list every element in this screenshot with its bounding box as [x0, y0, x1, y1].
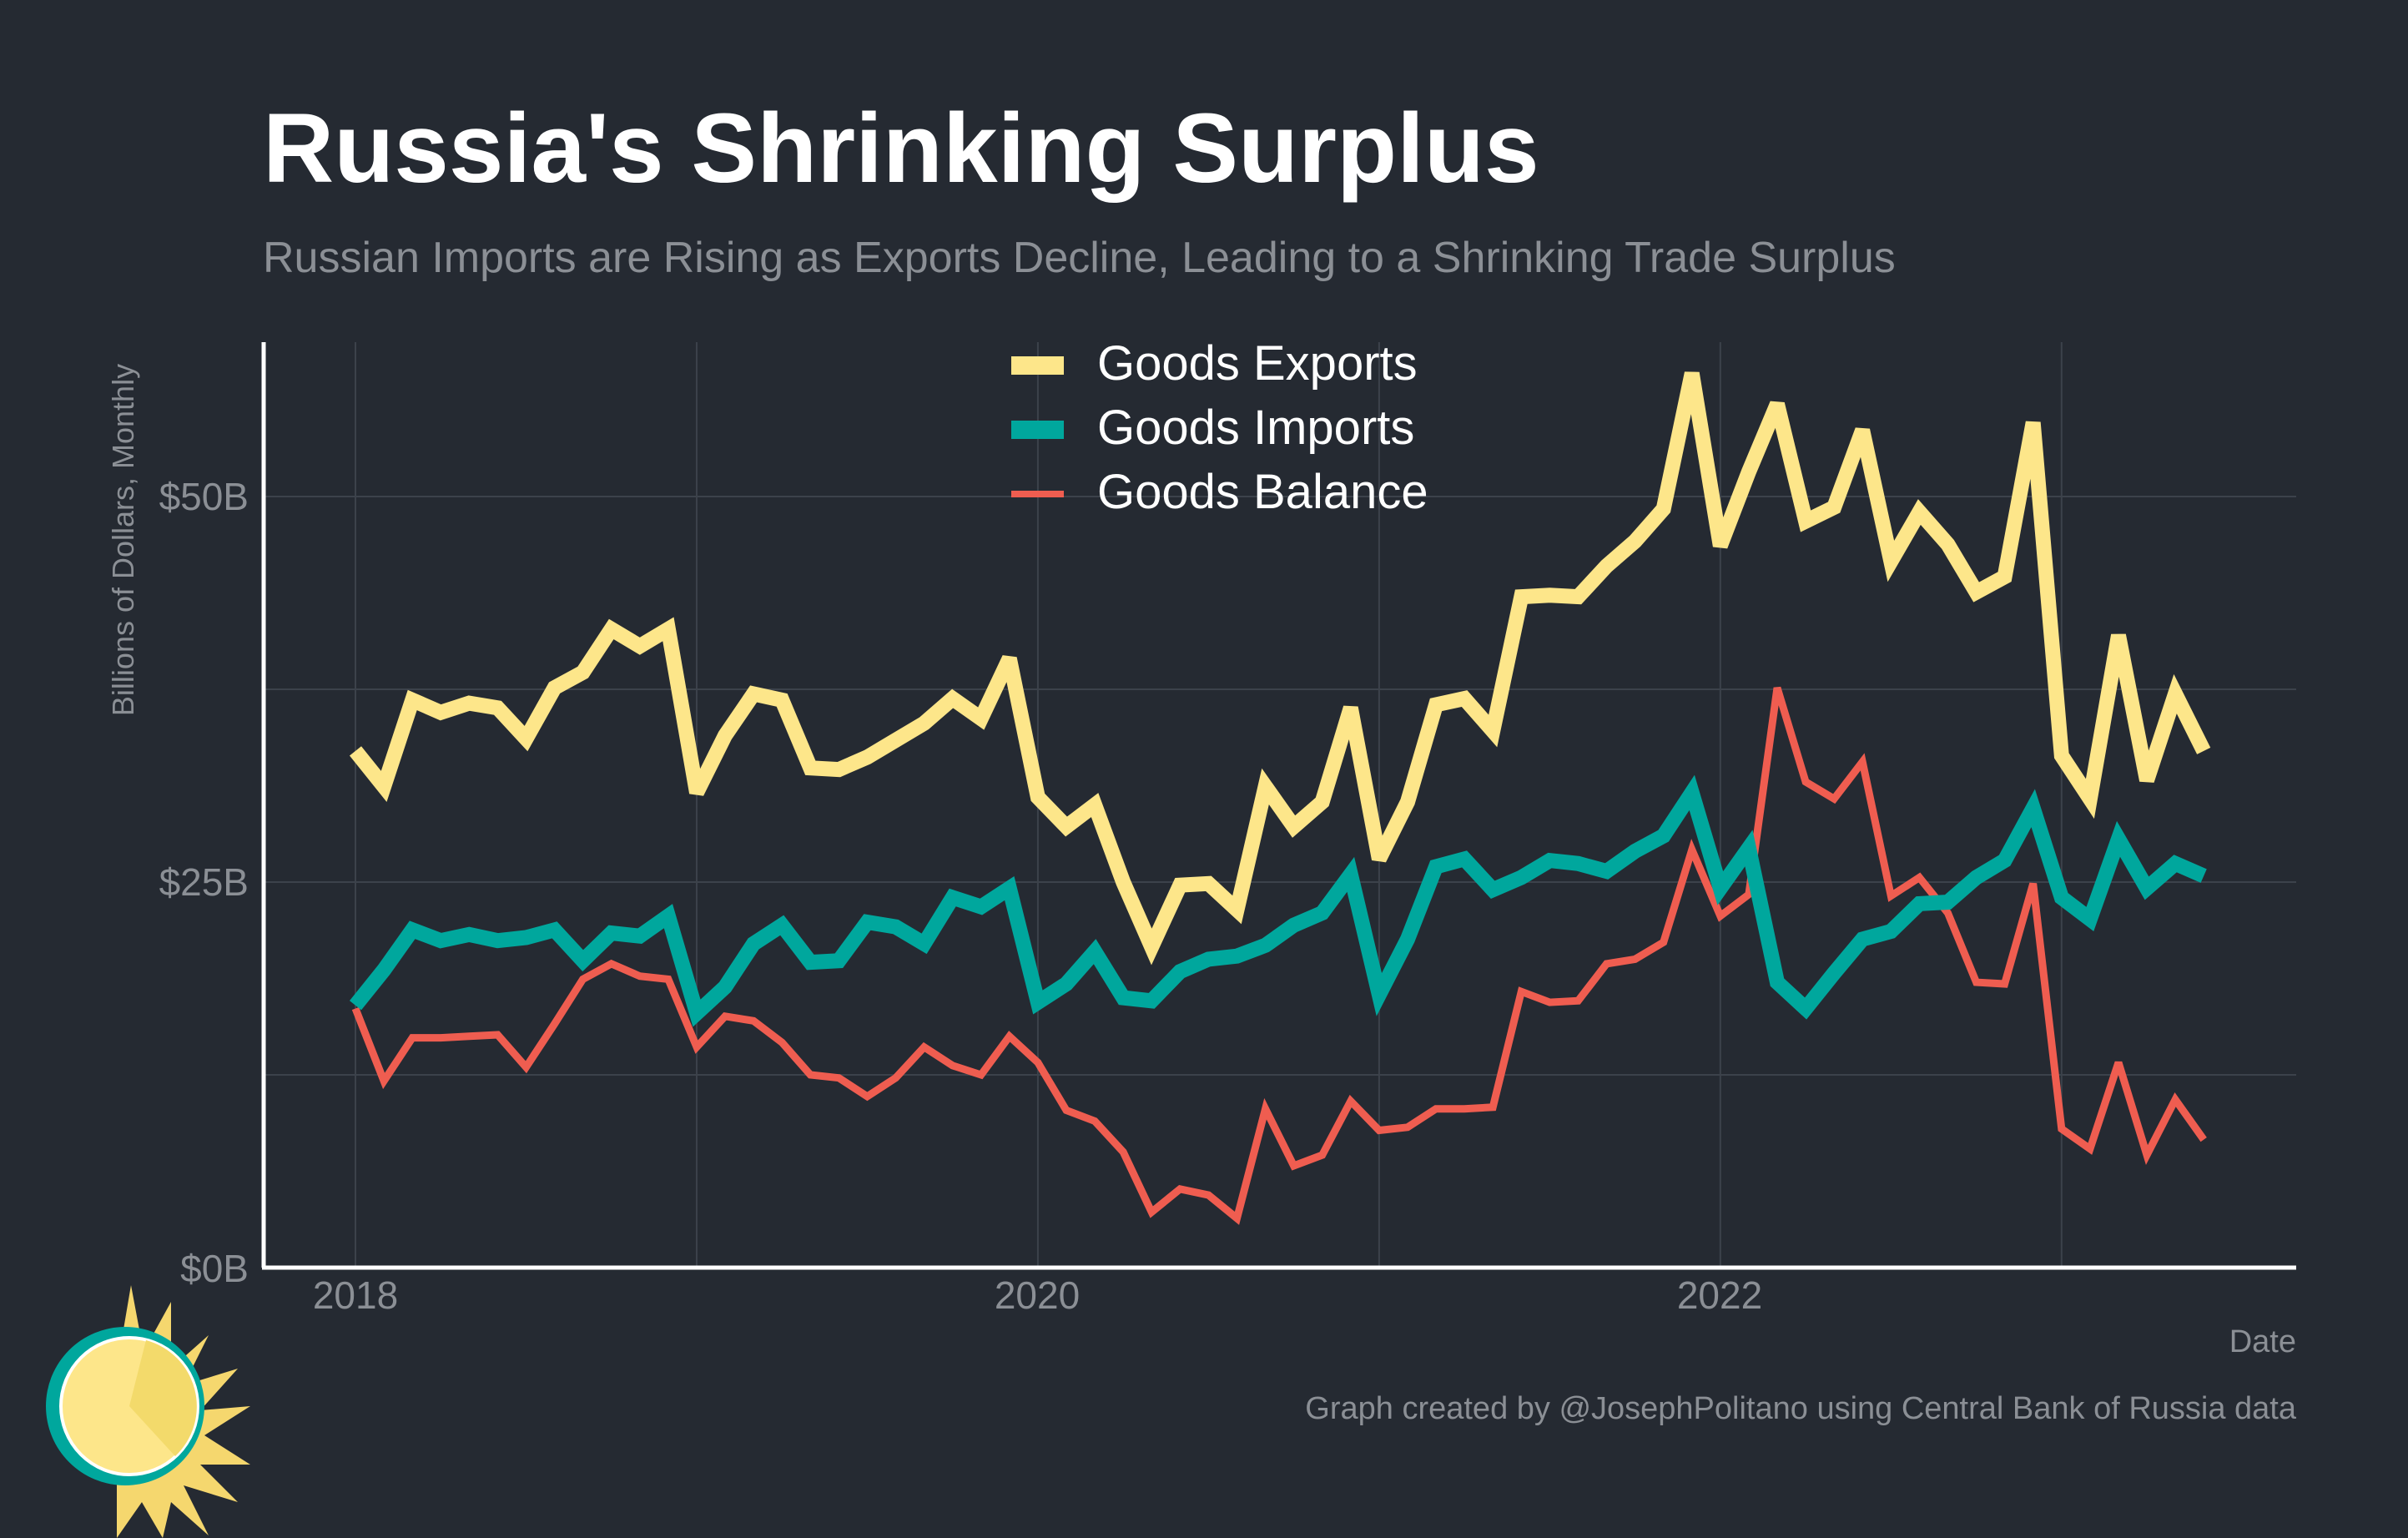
y-tick-label: $0B: [180, 1247, 249, 1290]
legend: Goods Exports Goods Imports Goods Balanc…: [1011, 336, 1428, 519]
series-line-balance: [351, 686, 2207, 1225]
legend-label-imports: Goods Imports: [1097, 401, 1414, 455]
x-tick-label: 2020: [995, 1273, 1080, 1317]
chart-title: Russia's Shrinking Surplus: [263, 93, 1539, 204]
y-tick-label: $50B: [159, 475, 249, 518]
source-caption: Graph created by @JosephPolitano using C…: [1305, 1391, 2297, 1426]
y-axis-title: Billions of Dollars, Monthly: [106, 364, 140, 716]
y-tick-label: $25B: [159, 860, 249, 904]
x-tick-label: 2018: [313, 1273, 398, 1317]
x-tick-labels: 2018 2020 2022: [313, 1273, 1762, 1317]
y-tick-labels: $0B $25B $50B: [159, 475, 249, 1290]
series-line-imports: [349, 774, 2207, 1027]
legend-label-balance: Goods Balance: [1097, 465, 1428, 519]
series-line-exports: [349, 371, 2211, 966]
x-axis-title: Date: [2229, 1324, 2296, 1359]
chart-subtitle: Russian Imports are Rising as Exports De…: [263, 234, 1896, 282]
sun-logo-icon: [46, 1285, 250, 1538]
legend-label-exports: Goods Exports: [1097, 336, 1418, 391]
x-tick-label: 2022: [1677, 1273, 1762, 1317]
series-lines: [349, 371, 2211, 1225]
